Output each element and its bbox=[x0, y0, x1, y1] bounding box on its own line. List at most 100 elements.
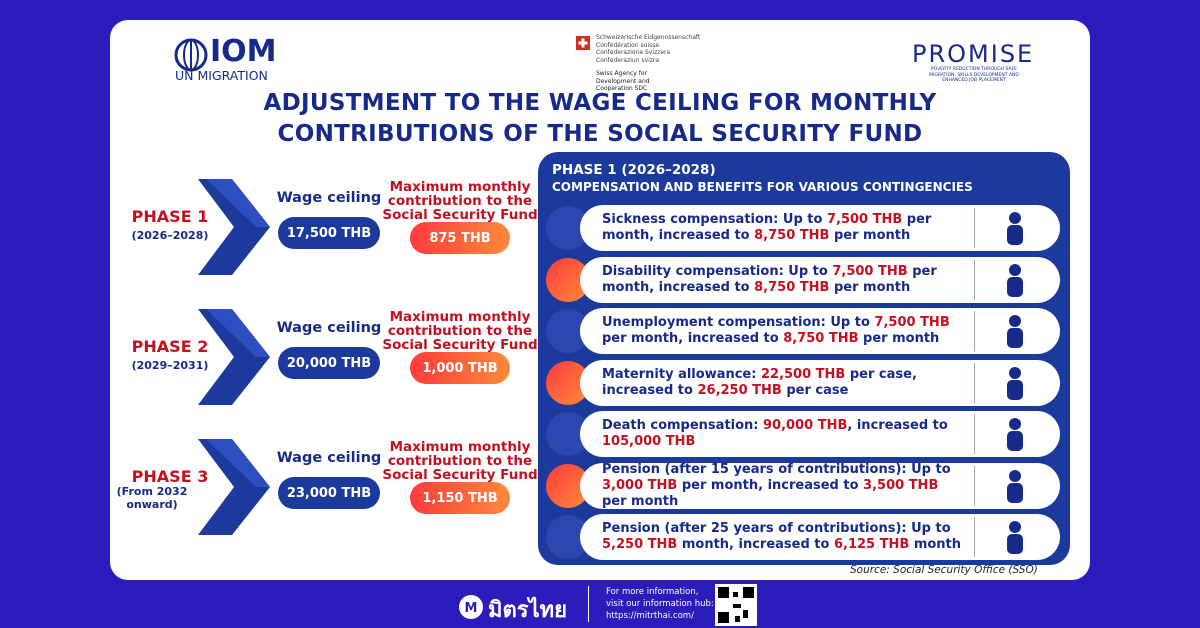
benefit-text: Death compensation: 90,000 THB, increase… bbox=[580, 418, 962, 450]
benefit-icon bbox=[974, 208, 1054, 248]
benefit-text-part: per month, increased to bbox=[677, 477, 864, 493]
benefit-text-part: per case, increased to bbox=[602, 366, 917, 398]
footer-info-line: https://mitrthai.com/ bbox=[606, 611, 694, 621]
benefit-amount: 90,000 THB bbox=[763, 418, 848, 433]
benefit-row: Sickness compensation: Up to 7,500 THB p… bbox=[580, 205, 1060, 251]
benefit-amount: 22,500 THB bbox=[760, 366, 846, 382]
footer-info-line: For more information, bbox=[606, 587, 699, 597]
benefit-text-part: Disability compensation: Up to bbox=[602, 263, 833, 279]
swiss-agency: Swiss Agency for Development and Coopera… bbox=[596, 70, 650, 92]
benefit-text-part: month bbox=[909, 537, 962, 552]
benefit-icon bbox=[974, 414, 1054, 454]
swiss-line: Confederaziun svizra bbox=[596, 56, 660, 64]
benefit-amount: 8,750 THB bbox=[754, 279, 830, 295]
benefit-text: Disability compensation: Up to 7,500 THB… bbox=[580, 264, 962, 296]
source: Source: Social Security Office (SSO) bbox=[850, 564, 1038, 576]
contribution-pill: 1,150 THB bbox=[410, 482, 510, 514]
benefit-text: Maternity allowance: 22,500 THB per case… bbox=[580, 367, 962, 399]
benefit-text-part: per month bbox=[602, 493, 679, 509]
benefit-icon bbox=[974, 362, 1054, 403]
swiss-lines: Schweizerische Eidgenossenschaft Confédér… bbox=[596, 34, 700, 64]
benefit-amount: 7,500 THB bbox=[874, 315, 950, 330]
benefit-row: Death compensation: 90,000 THB, increase… bbox=[580, 411, 1060, 457]
benefit-amount: 7,500 THB bbox=[826, 212, 903, 227]
benefit-text-part: per month, increased to bbox=[602, 263, 937, 295]
benefit-text: Pension (after 25 years of contributions… bbox=[580, 521, 962, 553]
iom-name: IOM bbox=[210, 34, 277, 69]
benefit-amount: 6,125 THB bbox=[833, 537, 910, 552]
benefit-row: Pension (after 25 years of contributions… bbox=[580, 514, 1060, 560]
footer-info-line: visit our information hub: bbox=[606, 599, 714, 609]
benefit-amount: 105,000 THB bbox=[602, 434, 696, 449]
title-line: CONTRIBUTIONS OF THE SOCIAL SECURITY FUN… bbox=[277, 121, 923, 147]
svg-text:M: M bbox=[465, 601, 478, 616]
benefit-row: Unemployment compensation: Up to 7,500 T… bbox=[580, 308, 1060, 354]
wage-label: Wage ceiling bbox=[276, 190, 382, 206]
wage-label: Wage ceiling bbox=[276, 450, 382, 466]
benefit-text: Sickness compensation: Up to 7,500 THB p… bbox=[580, 212, 962, 244]
contribution-label: Maximum monthly contribution to the Soci… bbox=[382, 179, 538, 223]
benefit-amount: 8,750 THB bbox=[754, 228, 830, 243]
wage-pill: 17,500 THB bbox=[278, 217, 380, 249]
benefit-text-part: Pension (after 15 years of contributions… bbox=[602, 461, 951, 477]
contribution-pill: 875 THB bbox=[410, 222, 510, 254]
contribution-label: Maximum monthly contribution to the Soci… bbox=[382, 439, 538, 483]
benefit-amount: 7,500 THB bbox=[832, 263, 908, 279]
benefit-icon bbox=[974, 311, 1054, 351]
benefit-text-part: per month bbox=[829, 279, 911, 295]
benefit-amount: 5,250 THB bbox=[602, 537, 678, 552]
wage-pill: 23,000 THB bbox=[278, 477, 380, 509]
phase-period: (From 2032 onward) bbox=[116, 485, 188, 511]
benefit-text-part: Unemployment compensation: Up to bbox=[602, 315, 875, 330]
contribution-label: Maximum monthly contribution to the Soci… bbox=[382, 309, 538, 353]
benefit-icon bbox=[974, 259, 1054, 300]
phase-name: PHASE 1 bbox=[131, 207, 209, 226]
benefit-row: Disability compensation: Up to 7,500 THB… bbox=[580, 256, 1060, 303]
benefit-text-part: per month bbox=[829, 228, 911, 243]
benefit-row: Pension (after 15 years of contributions… bbox=[580, 462, 1060, 510]
panel-subtitle: COMPENSATION AND BENEFITS FOR VARIOUS CO… bbox=[552, 180, 973, 194]
panel-title: PHASE 1 (2026–2028) bbox=[552, 162, 716, 178]
phase-period: (2026–2028) bbox=[131, 229, 209, 242]
swiss-line: Confederazione Svizzera bbox=[596, 49, 671, 56]
phase-chevron bbox=[198, 439, 270, 535]
promise-name: PROMISE bbox=[912, 40, 1035, 68]
benefit-amount: 3,000 THB bbox=[602, 477, 678, 493]
swiss-flag bbox=[576, 36, 590, 50]
benefit-text-part: per case bbox=[781, 382, 849, 398]
benefit-amount: 8,750 THB bbox=[783, 331, 859, 346]
benefit-text-part: , increased to bbox=[847, 418, 948, 433]
phase-chevron bbox=[198, 309, 270, 405]
benefit-amount: 26,250 THB bbox=[697, 382, 782, 398]
benefit-text-part: per month, increased to bbox=[602, 331, 784, 346]
phase-chevron bbox=[198, 179, 270, 275]
benefit-text-part: Death compensation: bbox=[602, 418, 764, 433]
benefit-text: Unemployment compensation: Up to 7,500 T… bbox=[580, 315, 962, 347]
qr-code bbox=[715, 584, 757, 626]
benefit-text-part: Sickness compensation: Up to bbox=[602, 212, 827, 227]
phase-name: PHASE 3 bbox=[131, 467, 209, 486]
title-line: ADJUSTMENT TO THE WAGE CEILING FOR MONTH… bbox=[263, 90, 937, 116]
footer-divider bbox=[588, 586, 589, 622]
swiss-line: Schweizerische Eidgenossenschaft bbox=[596, 34, 701, 41]
benefit-amount: 3,500 THB bbox=[863, 477, 939, 493]
brand-logo: M bbox=[459, 595, 483, 619]
promise-tagline: POVERTY REDUCTION THROUGH SAFE MIGRATION… bbox=[929, 67, 1019, 83]
benefit-text-part: month, increased to bbox=[677, 537, 834, 552]
benefit-icon bbox=[974, 517, 1054, 557]
wage-pill: 20,000 THB bbox=[278, 347, 380, 379]
brand-name: มิตรไทย bbox=[488, 598, 568, 623]
contribution-pill: 1,000 THB bbox=[410, 352, 510, 384]
phase-period: (2029–2031) bbox=[131, 359, 209, 372]
iom-logo-globe bbox=[174, 38, 208, 72]
benefit-text-part: per month, increased to bbox=[602, 212, 932, 243]
iom-tagline: UN MIGRATION bbox=[175, 68, 268, 83]
benefit-row: Maternity allowance: 22,500 THB per case… bbox=[580, 359, 1060, 406]
footer-info: For more information, visit our informat… bbox=[606, 586, 714, 622]
title: ADJUSTMENT TO THE WAGE CEILING FOR MONTH… bbox=[0, 88, 1200, 150]
benefit-text: Pension (after 15 years of contributions… bbox=[580, 462, 962, 510]
benefit-icon bbox=[974, 465, 1054, 506]
benefit-text-part: Maternity allowance: bbox=[602, 366, 761, 382]
phase-name: PHASE 2 bbox=[131, 337, 209, 356]
